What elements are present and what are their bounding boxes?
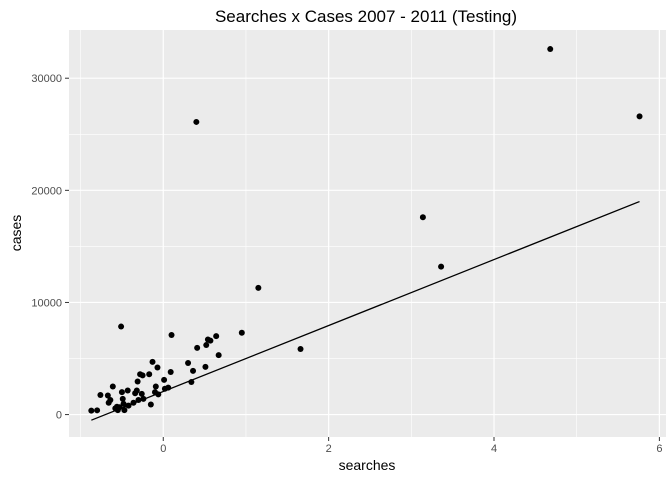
data-point xyxy=(97,391,104,398)
y-tick-label: 20000 xyxy=(31,185,62,197)
data-point xyxy=(215,352,222,359)
data-point xyxy=(121,407,128,414)
fit-line-group xyxy=(91,200,640,421)
data-point xyxy=(107,397,114,403)
data-point xyxy=(255,284,262,291)
data-point xyxy=(168,331,175,338)
x-tick-label: 6 xyxy=(656,443,662,455)
data-point xyxy=(190,367,197,374)
data-point xyxy=(207,337,214,344)
data-point xyxy=(185,360,192,366)
data-point xyxy=(147,401,154,408)
data-point xyxy=(167,368,174,375)
data-point xyxy=(88,407,95,414)
data-point xyxy=(165,384,172,391)
data-point xyxy=(297,345,304,352)
data-point xyxy=(194,344,201,351)
data-point xyxy=(94,407,101,414)
data-point xyxy=(120,400,127,407)
chart-title: Searches x Cases 2007 - 2011 (Testing) xyxy=(215,7,517,26)
data-point xyxy=(109,383,116,390)
data-point xyxy=(118,323,125,330)
x-tick-label: 2 xyxy=(326,443,332,455)
data-point xyxy=(202,363,209,370)
data-point xyxy=(152,383,159,390)
data-point xyxy=(155,391,162,398)
plot-panel xyxy=(69,30,666,437)
data-point xyxy=(238,329,245,336)
data-point xyxy=(419,214,426,221)
data-point xyxy=(203,342,210,349)
data-point xyxy=(161,376,168,383)
data-point xyxy=(213,333,220,340)
fit-line xyxy=(91,200,640,421)
data-point xyxy=(104,392,111,399)
data-point xyxy=(636,113,643,120)
data-point xyxy=(188,379,195,386)
axis-ticks: 0 2 4 6 0 10000 20000 30000 xyxy=(31,73,662,455)
x-tick-label: 0 xyxy=(160,443,166,455)
data-point xyxy=(125,402,132,409)
data-point xyxy=(135,397,142,403)
data-point xyxy=(133,387,140,394)
data-point xyxy=(547,46,554,53)
data-point xyxy=(138,390,145,397)
data-point xyxy=(130,399,137,406)
data-point xyxy=(118,389,125,396)
data-points xyxy=(88,46,643,414)
data-point xyxy=(134,378,141,385)
data-point xyxy=(154,364,161,371)
x-tick-label: 4 xyxy=(491,443,497,455)
x-axis-title: searches xyxy=(339,457,396,473)
y-axis-title: cases xyxy=(8,215,24,252)
data-point xyxy=(149,358,156,365)
data-point xyxy=(193,118,200,125)
y-tick-label: 0 xyxy=(56,410,62,422)
y-tick-label: 30000 xyxy=(31,73,62,85)
data-point xyxy=(119,395,126,402)
data-point xyxy=(139,372,146,379)
data-point xyxy=(438,263,445,270)
data-point xyxy=(146,371,153,378)
data-point xyxy=(140,395,147,402)
y-tick-label: 10000 xyxy=(31,297,62,309)
data-point xyxy=(124,387,131,394)
grid-lines xyxy=(69,30,666,437)
data-point xyxy=(116,404,123,411)
